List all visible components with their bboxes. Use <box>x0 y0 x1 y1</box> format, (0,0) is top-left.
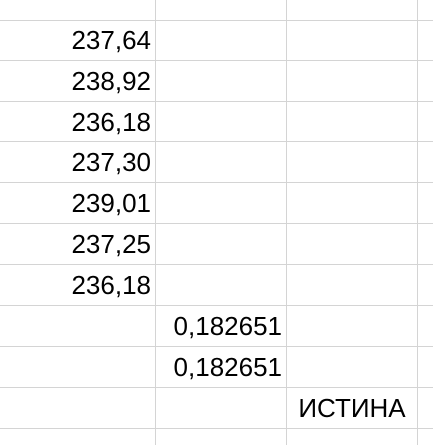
grid-line-horizontal <box>0 387 433 388</box>
cell-a-value[interactable]: 237,64 <box>71 25 151 55</box>
grid-line-horizontal <box>0 101 433 102</box>
cell-a-value[interactable]: 237,25 <box>71 229 151 259</box>
grid-line-horizontal <box>0 264 433 265</box>
cell-a-value[interactable]: 237,30 <box>71 147 151 177</box>
cell-a-value[interactable]: 238,92 <box>71 66 151 96</box>
cell-a-value[interactable]: 236,18 <box>71 107 151 137</box>
grid-line-horizontal <box>0 20 433 21</box>
grid-line-horizontal <box>0 182 433 183</box>
cell-b-value[interactable]: 0,182651 <box>173 311 282 341</box>
grid-line-vertical <box>155 0 156 445</box>
grid-line-horizontal <box>0 428 433 429</box>
cell-a-value[interactable]: 239,01 <box>71 188 151 218</box>
cell-c-boolean[interactable]: ИСТИНА <box>298 393 406 423</box>
grid-line-horizontal <box>0 305 433 306</box>
grid-line-vertical <box>286 0 287 445</box>
cell-b-value[interactable]: 0,182651 <box>173 352 282 382</box>
grid-line-horizontal <box>0 141 433 142</box>
grid-line-vertical <box>417 0 418 445</box>
grid-line-horizontal <box>0 346 433 347</box>
grid-line-horizontal <box>0 60 433 61</box>
cell-a-value[interactable]: 236,18 <box>71 270 151 300</box>
grid-line-horizontal <box>0 223 433 224</box>
